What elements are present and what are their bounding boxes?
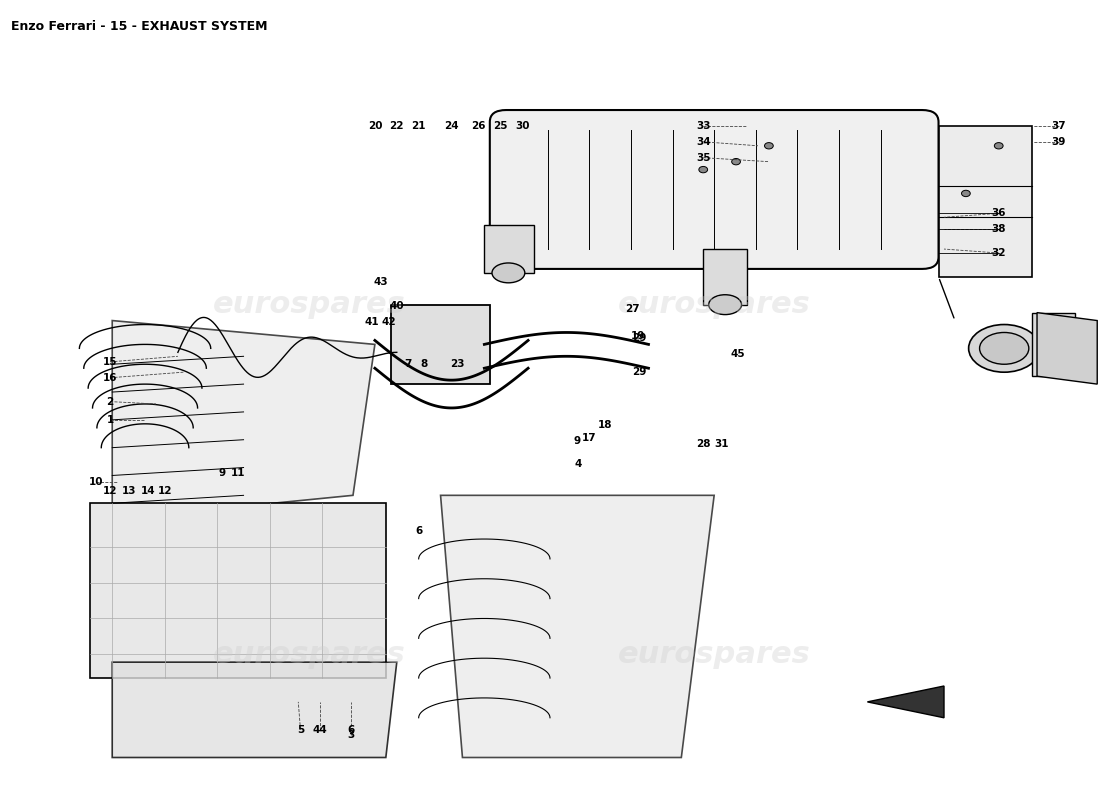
Ellipse shape <box>961 190 970 197</box>
Text: 12: 12 <box>102 486 118 496</box>
Text: eurospares: eurospares <box>618 290 811 319</box>
Text: 23: 23 <box>450 359 464 370</box>
Text: 14: 14 <box>141 486 156 496</box>
Polygon shape <box>112 321 375 519</box>
Text: 9: 9 <box>218 468 226 478</box>
Text: 26: 26 <box>472 121 486 131</box>
Ellipse shape <box>764 142 773 149</box>
Ellipse shape <box>980 333 1028 364</box>
Text: 35: 35 <box>696 153 711 162</box>
Text: 9: 9 <box>574 436 581 446</box>
Text: 20: 20 <box>367 121 382 131</box>
Text: 25: 25 <box>494 121 508 131</box>
Text: Enzo Ferrari - 15 - EXHAUST SYSTEM: Enzo Ferrari - 15 - EXHAUST SYSTEM <box>11 20 267 33</box>
Text: 6: 6 <box>348 725 354 734</box>
Text: 34: 34 <box>696 137 711 147</box>
Text: 17: 17 <box>582 433 596 443</box>
Ellipse shape <box>994 142 1003 149</box>
Text: 30: 30 <box>516 121 530 131</box>
Text: 45: 45 <box>730 349 746 359</box>
Text: 37: 37 <box>1052 121 1066 131</box>
Text: 12: 12 <box>157 486 172 496</box>
Text: 15: 15 <box>102 357 118 367</box>
Text: 29: 29 <box>632 333 647 343</box>
Text: 19: 19 <box>630 331 645 342</box>
Text: 40: 40 <box>389 302 404 311</box>
Text: eurospares: eurospares <box>212 290 406 319</box>
Text: 5: 5 <box>297 725 304 734</box>
Text: 11: 11 <box>231 468 245 478</box>
Text: 3: 3 <box>348 730 354 740</box>
Ellipse shape <box>492 263 525 283</box>
Text: 41: 41 <box>364 317 378 327</box>
Bar <box>703 249 747 305</box>
Text: 13: 13 <box>121 486 136 496</box>
Text: 27: 27 <box>625 304 639 314</box>
Text: 4: 4 <box>575 458 582 469</box>
Text: 8: 8 <box>420 359 428 370</box>
Ellipse shape <box>969 325 1040 372</box>
Text: 36: 36 <box>991 208 1006 218</box>
Polygon shape <box>112 662 397 758</box>
Polygon shape <box>441 495 714 758</box>
Ellipse shape <box>698 166 707 173</box>
Polygon shape <box>1037 313 1097 384</box>
Text: 10: 10 <box>89 477 103 487</box>
Text: 39: 39 <box>1052 137 1066 147</box>
Text: 7: 7 <box>404 359 411 370</box>
Bar <box>938 126 1032 277</box>
Text: 24: 24 <box>444 121 459 131</box>
Text: 18: 18 <box>597 421 612 430</box>
Text: 22: 22 <box>389 121 404 131</box>
Text: eurospares: eurospares <box>212 640 406 669</box>
Text: 33: 33 <box>696 121 711 131</box>
Bar <box>1032 313 1076 376</box>
Text: 29: 29 <box>632 367 647 377</box>
Text: 43: 43 <box>373 278 387 287</box>
Bar <box>90 503 386 678</box>
Text: 42: 42 <box>382 317 396 327</box>
Text: 16: 16 <box>102 373 118 382</box>
Text: 32: 32 <box>991 248 1006 258</box>
Bar <box>392 305 490 384</box>
Ellipse shape <box>732 158 740 165</box>
Text: eurospares: eurospares <box>618 640 811 669</box>
FancyBboxPatch shape <box>490 110 938 269</box>
Text: 38: 38 <box>991 224 1006 234</box>
Text: 1: 1 <box>107 415 113 425</box>
Text: 6: 6 <box>415 526 422 536</box>
Polygon shape <box>868 686 944 718</box>
Ellipse shape <box>708 294 741 314</box>
Text: 21: 21 <box>411 121 426 131</box>
Text: 31: 31 <box>715 438 729 449</box>
Bar <box>484 226 534 273</box>
Text: 2: 2 <box>107 397 113 406</box>
Text: 28: 28 <box>696 438 711 449</box>
Text: 44: 44 <box>312 725 328 734</box>
